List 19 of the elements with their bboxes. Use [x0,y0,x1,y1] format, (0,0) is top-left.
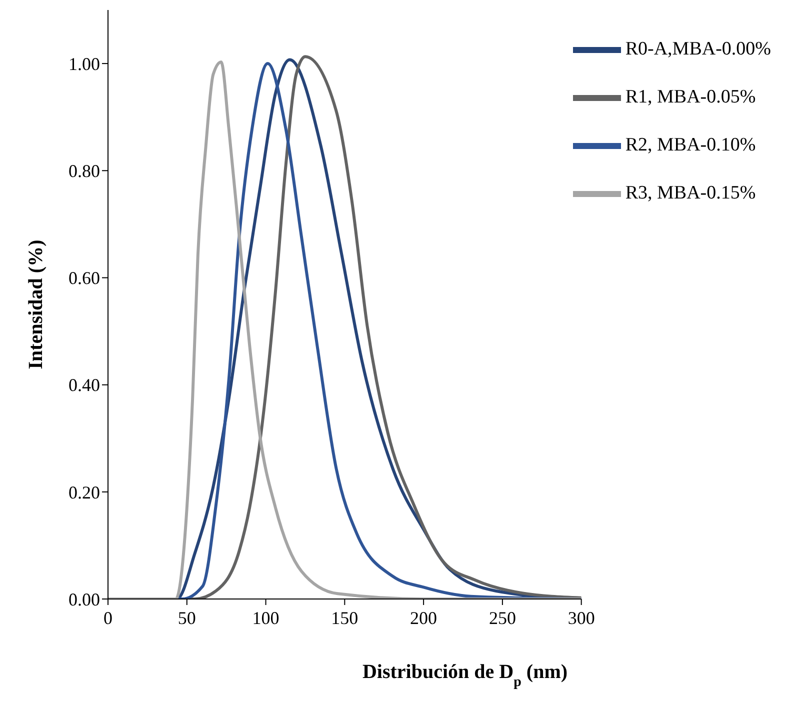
legend-label: R3, MBA-0.15% [625,182,756,204]
y-tick-label: 0.60 [68,268,100,288]
y-tick-label: 0.80 [68,161,100,182]
x-tick-label: 0 [104,608,112,628]
x-tick-label: 300 [568,608,595,628]
y-tick-label: 0.00 [68,589,100,610]
y-tick-label: 1.00 [68,54,100,74]
x-tick-label: 50 [178,608,196,628]
x-tick-label: 100 [252,608,280,628]
legend-label: R1, MBA-0.05% [625,86,756,108]
x-tick-label: 250 [488,608,516,628]
y-tick-label: 0.40 [68,375,100,396]
y-tick-label: 0.20 [68,482,100,502]
x-tick-label: 200 [410,608,438,628]
legend-label: R0-A,MBA-0.00% [625,38,771,60]
x-axis-title: Distribución de D$_{p}$ (nm) [362,661,568,690]
y-axis-title: Intensidad (%) [25,240,47,370]
legend-label: R2, MBA-0.10% [625,134,756,156]
x-tick-label: 150 [331,608,358,628]
